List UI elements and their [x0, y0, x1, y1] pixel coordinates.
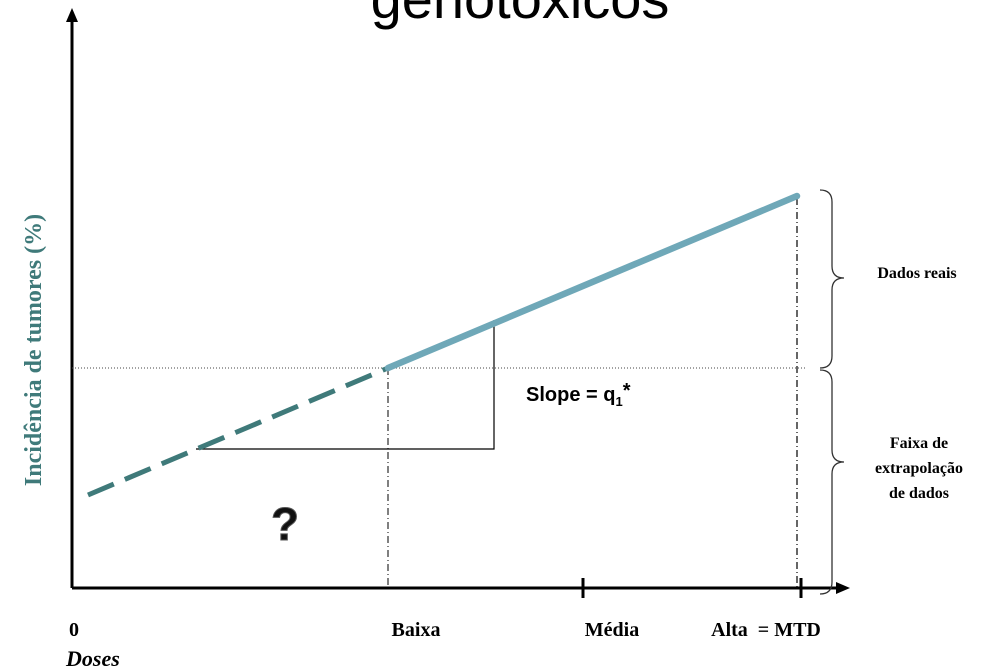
observed-data-line — [384, 192, 801, 372]
label-dados-reais: Dados reais — [877, 265, 956, 282]
extrapolated-line — [87, 365, 389, 498]
slope-label-subscript: 1 — [615, 394, 622, 409]
y-axis-arrowhead — [66, 8, 78, 22]
label-faixa-line2: extrapolação — [875, 460, 963, 477]
label-faixa-line3: de dados — [889, 485, 949, 502]
slope-label: Slope = q1* — [526, 380, 631, 409]
slope-triangle — [196, 320, 495, 450]
y-axis-label: Incidência de tumores (%) — [21, 214, 47, 486]
tick-label-media: Média — [585, 619, 639, 641]
tick-label-zero: 0 — [69, 619, 79, 641]
question-mark: ? — [271, 498, 299, 550]
label-faixa-line1: Faixa de — [890, 435, 948, 452]
brace-faixa-extrapolacao — [819, 369, 845, 595]
slope-label-prefix: Slope = q — [526, 384, 615, 406]
diagram-title: genotóxicos — [371, 0, 670, 30]
tick-label-alta: Alta = MTD — [711, 619, 821, 641]
brace-dados-reais — [819, 189, 845, 369]
x-axis-arrowhead — [836, 582, 850, 594]
x-axis-label: Doses — [65, 646, 120, 671]
tick-label-baixa: Baixa — [392, 619, 441, 641]
slope-label-suffix: * — [623, 380, 631, 402]
